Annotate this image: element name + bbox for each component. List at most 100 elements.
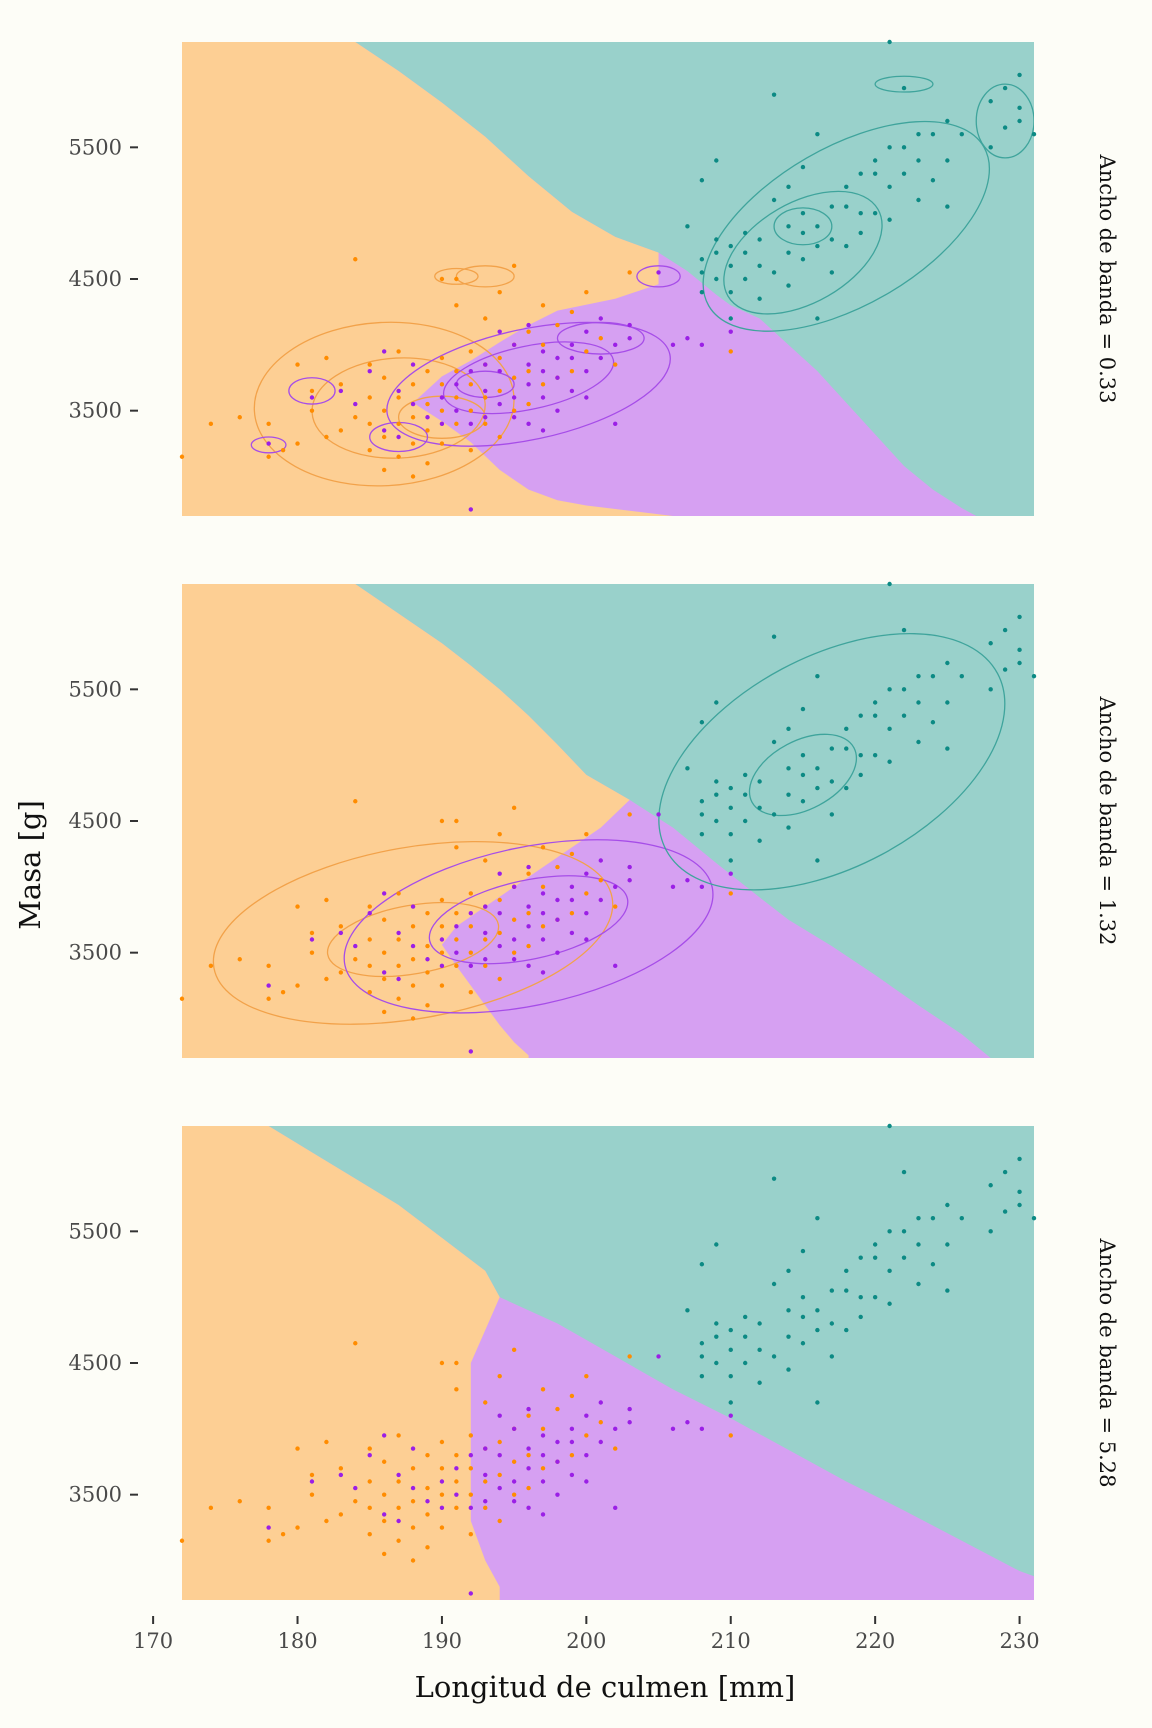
data-point-purple xyxy=(309,937,315,942)
data-point-purple xyxy=(526,963,531,969)
data-point-orange xyxy=(425,1545,430,1550)
data-point-orange xyxy=(309,388,315,394)
data-point-purple xyxy=(526,362,531,367)
data-point-purple xyxy=(338,1472,344,1478)
data-point-teal xyxy=(916,700,921,705)
data-point-teal xyxy=(699,720,705,725)
data-point-teal xyxy=(1002,1169,1008,1175)
data-point-teal xyxy=(757,296,762,301)
density-contour-purple xyxy=(428,875,629,965)
data-point-teal xyxy=(829,812,835,817)
data-point-orange xyxy=(483,1400,488,1405)
data-point-teal xyxy=(742,1360,748,1366)
data-point-orange xyxy=(569,910,575,916)
data-point-purple xyxy=(699,884,705,890)
data-point-orange xyxy=(454,303,459,308)
y-tick-label: 3500 xyxy=(69,941,122,965)
data-point-orange xyxy=(309,950,315,955)
data-point-teal xyxy=(728,805,733,811)
data-point-teal xyxy=(685,224,690,229)
data-point-purple xyxy=(483,362,488,367)
data-point-orange xyxy=(511,1492,517,1497)
data-point-orange xyxy=(367,362,372,367)
panel-plot-area xyxy=(182,584,1034,1058)
data-point-purple xyxy=(613,1426,618,1432)
density-contour-purple xyxy=(556,321,645,355)
data-point-purple xyxy=(483,415,488,420)
data-point-orange xyxy=(468,1433,474,1438)
data-point-orange xyxy=(540,303,546,308)
data-point-teal xyxy=(858,1255,863,1260)
data-point-purple xyxy=(656,270,661,275)
data-point-orange xyxy=(439,924,445,929)
data-point-teal xyxy=(959,131,964,137)
data-point-teal xyxy=(699,1373,705,1379)
data-point-orange xyxy=(454,395,459,400)
data-point-teal xyxy=(800,752,806,758)
data-point-purple xyxy=(511,1426,517,1432)
data-point-orange xyxy=(381,1492,387,1497)
data-point-orange xyxy=(425,970,430,975)
y-axis-title: Masa [g] xyxy=(13,800,47,930)
data-point-purple xyxy=(613,1505,618,1511)
data-point-orange xyxy=(179,454,185,459)
data-point-purple xyxy=(511,884,517,890)
data-point-purple xyxy=(511,395,517,400)
data-point-purple xyxy=(381,428,387,433)
data-point-orange xyxy=(381,375,387,380)
data-point-orange xyxy=(627,812,632,817)
data-point-orange xyxy=(511,263,517,269)
data-point-teal xyxy=(728,1347,733,1353)
data-point-teal xyxy=(714,276,719,282)
data-point-orange xyxy=(497,1439,502,1445)
data-point-teal xyxy=(815,1215,820,1221)
data-point-teal xyxy=(901,1169,907,1175)
data-point-purple xyxy=(396,1518,401,1524)
data-point-orange xyxy=(497,1518,502,1524)
data-point-orange xyxy=(295,904,300,909)
density-contour-teal xyxy=(773,207,833,246)
data-point-purple xyxy=(555,1459,560,1464)
data-point-purple xyxy=(439,1505,445,1511)
data-point-orange xyxy=(410,1466,416,1471)
data-point-teal xyxy=(757,779,762,784)
density-contour-purple xyxy=(288,377,336,405)
data-point-purple xyxy=(728,1413,733,1418)
data-point-purple xyxy=(555,1492,560,1497)
data-point-orange xyxy=(439,355,445,361)
data-point-purple xyxy=(396,930,401,936)
data-point-teal xyxy=(757,838,762,843)
data-point-orange xyxy=(454,368,459,374)
data-point-orange xyxy=(381,950,387,955)
data-point-orange xyxy=(497,1373,502,1379)
data-point-teal xyxy=(699,178,705,183)
data-point-orange xyxy=(179,996,185,1001)
data-point-orange xyxy=(410,382,416,387)
data-point-purple xyxy=(569,1439,575,1445)
data-point-purple xyxy=(483,388,488,394)
data-point-purple xyxy=(439,1479,445,1484)
data-point-teal xyxy=(829,270,835,275)
region-orange xyxy=(182,42,673,516)
data-point-orange xyxy=(439,1360,445,1366)
data-point-purple xyxy=(497,910,502,916)
data-point-purple xyxy=(584,937,589,942)
data-point-purple xyxy=(439,963,445,969)
data-point-teal xyxy=(1002,125,1008,130)
data-point-purple xyxy=(483,1446,488,1451)
data-point-teal xyxy=(945,118,950,124)
data-point-purple xyxy=(555,375,560,380)
data-point-purple xyxy=(511,1479,517,1484)
data-point-orange xyxy=(454,1505,459,1511)
data-point-orange xyxy=(353,1341,358,1346)
data-point-teal xyxy=(988,1229,993,1234)
data-point-teal xyxy=(699,270,705,275)
data-point-orange xyxy=(381,1518,387,1524)
data-point-orange xyxy=(410,983,416,988)
data-point-orange xyxy=(584,831,589,837)
data-point-orange xyxy=(483,858,488,863)
data-point-orange xyxy=(598,878,603,883)
x-tick-label: 210 xyxy=(711,1629,751,1653)
data-point-purple xyxy=(396,1472,401,1478)
data-point-purple xyxy=(309,395,315,400)
